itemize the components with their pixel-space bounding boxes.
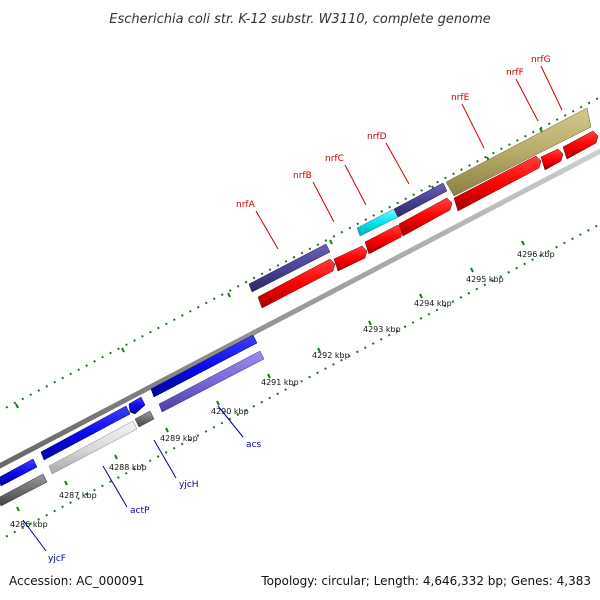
upper-tick-rail: [0, 96, 600, 412]
tick-label: 4292 kbp: [312, 351, 350, 360]
gene-feature[interactable]: [445, 107, 592, 197]
tick-mark: [521, 240, 525, 246]
gene-feature[interactable]: [540, 148, 564, 171]
gene-label-nrfD[interactable]: nrfD: [367, 132, 387, 142]
gene-label-actP[interactable]: actP: [130, 506, 150, 516]
gene-labels: nrfA nrfB nrfC nrfD nrfE nrfF nrfG acs y…: [48, 55, 551, 564]
gene-feature[interactable]: [398, 197, 453, 237]
gene-label-nrfF[interactable]: nrfF: [506, 68, 524, 78]
tick-mark: [216, 400, 220, 406]
tick-mark: [419, 293, 423, 299]
gene-label-nrfG[interactable]: nrfG: [531, 55, 551, 65]
gene-feature[interactable]: [128, 396, 146, 415]
tick-label: 4288 kbp: [109, 463, 147, 472]
scale-labels: 4286 kbp 4287 kbp 4288 kbp 4289 kbp 4290…: [10, 250, 555, 529]
genome-summary-text: Topology: circular; Length: 4,646,332 bp…: [260, 574, 591, 588]
tick-mark: [267, 373, 271, 379]
tick-mark: [64, 480, 68, 486]
gene-label-leaders: [22, 65, 563, 552]
tick-mark: [470, 267, 474, 273]
genome-backbone: [0, 148, 600, 469]
lower-major-ticks: [16, 240, 525, 512]
leader-line: [217, 405, 244, 438]
gene-features: [0, 107, 599, 507]
tick-label: 4287 kbp: [59, 491, 97, 500]
leader-line: [153, 439, 177, 479]
gene-feature[interactable]: [562, 130, 599, 160]
tick-mark: [368, 320, 372, 326]
accession-text: Accession: AC_000091: [9, 574, 144, 588]
tick-mark: [121, 347, 125, 353]
gene-feature[interactable]: [0, 473, 48, 507]
gene-feature[interactable]: [134, 410, 155, 428]
gene-label-yjcF[interactable]: yjcF: [48, 554, 66, 564]
gene-label-yjcH[interactable]: yjcH: [179, 480, 199, 490]
tick-mark: [227, 292, 231, 298]
tick-label: 4296 kbp: [517, 250, 555, 259]
gene-feature[interactable]: [48, 420, 138, 475]
gene-label-acs[interactable]: acs: [246, 440, 261, 450]
tick-label: 4295 kbp: [466, 275, 504, 284]
upper-major-ticks: [15, 127, 543, 409]
tick-label: 4289 kbp: [160, 434, 198, 443]
gene-feature[interactable]: [150, 334, 258, 398]
leader-line: [344, 164, 367, 206]
tick-mark: [329, 239, 333, 245]
gene-label-nrfC[interactable]: nrfC: [325, 154, 344, 164]
gene-feature[interactable]: [257, 258, 336, 309]
tick-mark: [114, 454, 118, 460]
gene-feature[interactable]: [393, 182, 448, 218]
tick-mark: [165, 427, 169, 433]
tick-label: 4291 kbp: [261, 378, 299, 387]
genome-track: 4286 kbp 4287 kbp 4288 kbp 4289 kbp 4290…: [0, 96, 600, 541]
leader-line: [255, 210, 279, 250]
gene-feature[interactable]: [248, 243, 331, 293]
gene-feature[interactable]: [333, 245, 368, 272]
gene-feature[interactable]: [453, 155, 542, 212]
tick-label: 4294 kbp: [414, 299, 452, 308]
tick-label: 4293 kbp: [363, 325, 401, 334]
gene-feature[interactable]: [158, 350, 265, 413]
leader-line: [22, 519, 47, 552]
gene-feature[interactable]: [0, 458, 38, 487]
tick-mark: [16, 506, 20, 512]
tick-mark: [15, 403, 19, 409]
leader-line: [515, 78, 539, 122]
tick-mark: [539, 127, 543, 133]
leader-line: [312, 181, 335, 223]
leader-line: [540, 65, 563, 111]
map-title: Escherichia coli str. K-12 substr. W3110…: [109, 12, 490, 27]
leader-line: [102, 465, 128, 508]
leader-line: [461, 103, 485, 149]
leader-line: [385, 142, 410, 185]
gene-label-nrfE[interactable]: nrfE: [451, 93, 470, 103]
gene-label-nrfB[interactable]: nrfB: [293, 171, 312, 181]
tick-label: 4286 kbp: [10, 520, 48, 529]
tick-label: 4290 kbp: [211, 407, 249, 416]
gene-feature[interactable]: [40, 405, 131, 461]
tick-mark: [317, 347, 321, 353]
gene-label-nrfA[interactable]: nrfA: [236, 200, 256, 210]
